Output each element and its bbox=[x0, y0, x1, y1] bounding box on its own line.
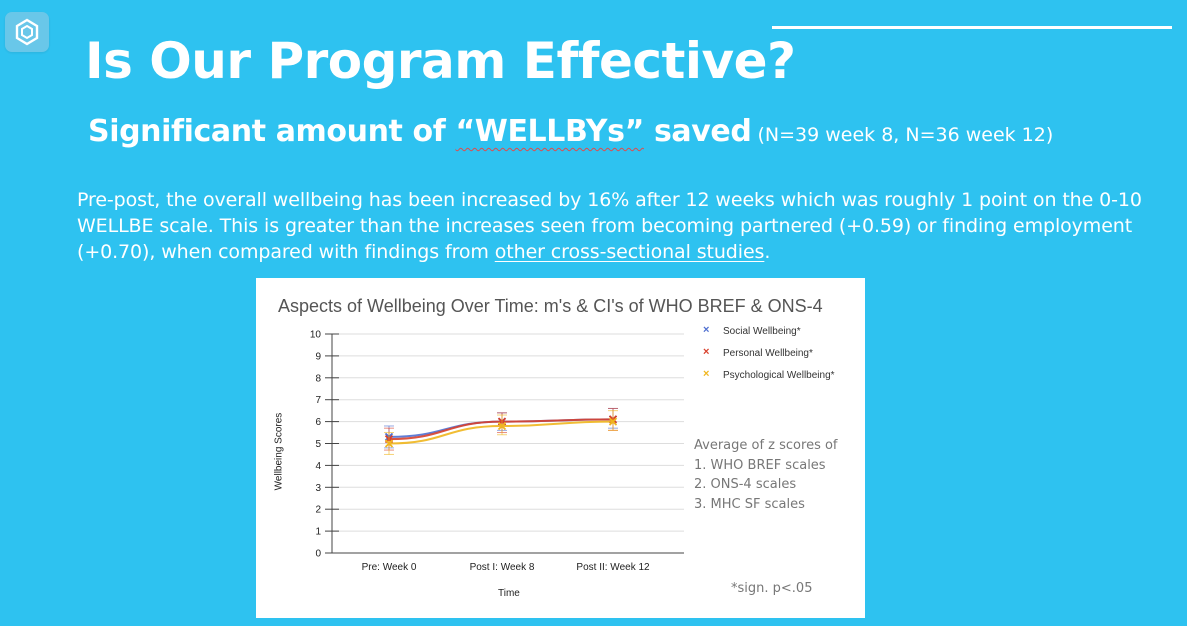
y-tick-label: 0 bbox=[315, 549, 321, 560]
z-score-note: Average of z scores of 1. WHO BREF scales… bbox=[694, 436, 838, 514]
data-point bbox=[608, 417, 618, 426]
y-tick-label: 8 bbox=[315, 373, 321, 384]
summary-paragraph: Pre-post, the overall wellbeing has been… bbox=[77, 187, 1157, 265]
note-line: 3. MHC SF scales bbox=[694, 496, 805, 512]
note-line: 1. WHO BREF scales bbox=[694, 457, 826, 473]
x-tick-label: Post I: Week 8 bbox=[470, 562, 535, 573]
subtitle-prefix: Significant amount of bbox=[88, 114, 456, 149]
x-tick-label: Post II: Week 12 bbox=[576, 562, 650, 573]
app-logo bbox=[5, 12, 49, 52]
chart-card: Aspects of Wellbeing Over Time: m's & CI… bbox=[256, 278, 865, 618]
y-tick-label: 3 bbox=[315, 483, 321, 494]
legend-label: Personal Wellbeing* bbox=[723, 348, 813, 359]
y-axis-title: Wellbeing Scores bbox=[273, 412, 285, 491]
note-line: Average of z scores of bbox=[694, 438, 838, 453]
data-point bbox=[384, 439, 394, 448]
y-tick-label: 2 bbox=[315, 505, 321, 516]
top-divider bbox=[772, 26, 1172, 29]
legend-marker-icon: × bbox=[703, 346, 710, 358]
studies-link[interactable]: other cross-sectional studies bbox=[494, 241, 765, 263]
legend-marker-icon: × bbox=[703, 324, 710, 336]
series-2 bbox=[384, 410, 618, 455]
x-axis-title: Time bbox=[498, 588, 520, 599]
y-tick-label: 1 bbox=[315, 527, 321, 538]
y-tick-label: 9 bbox=[315, 351, 321, 362]
x-tick-label: Pre: Week 0 bbox=[362, 562, 417, 573]
slide-subtitle: Significant amount of “WELLBYs” saved (N… bbox=[88, 114, 1053, 150]
note-line: 2. ONS-4 scales bbox=[694, 477, 797, 492]
data-point bbox=[497, 421, 507, 431]
subtitle-suffix: saved bbox=[643, 114, 752, 149]
chart-title: Aspects of Wellbeing Over Time: m's & CI… bbox=[278, 296, 823, 316]
y-tick-label: 6 bbox=[315, 417, 321, 428]
wellbeing-chart: 0 1 2 3 4 5 6 7 8 9 10 Pre: Week 0 Post I: Week 8 Pos… bbox=[310, 330, 684, 573]
legend-label: Psychological Wellbeing* bbox=[723, 370, 835, 381]
y-tick-label: 4 bbox=[315, 461, 321, 472]
paragraph-end: . bbox=[764, 241, 771, 263]
paragraph-text: Pre-post, the overall wellbeing has been… bbox=[77, 189, 1142, 263]
y-tick-label: 10 bbox=[310, 330, 322, 341]
legend-marker-icon: × bbox=[703, 368, 710, 380]
slide-title: Is Our Program Effective? bbox=[85, 32, 796, 90]
y-tick-label: 7 bbox=[315, 395, 321, 406]
legend-label: Social Wellbeing* bbox=[723, 326, 801, 337]
y-tick-label: 5 bbox=[315, 439, 321, 450]
hexagon-logo-icon bbox=[15, 18, 39, 46]
significance-footnote: *sign. p<.05 bbox=[731, 581, 813, 596]
subtitle-highlight: “WELLBYs” bbox=[455, 114, 644, 149]
sample-size-note: (N=39 week 8, N=36 week 12) bbox=[751, 124, 1054, 146]
